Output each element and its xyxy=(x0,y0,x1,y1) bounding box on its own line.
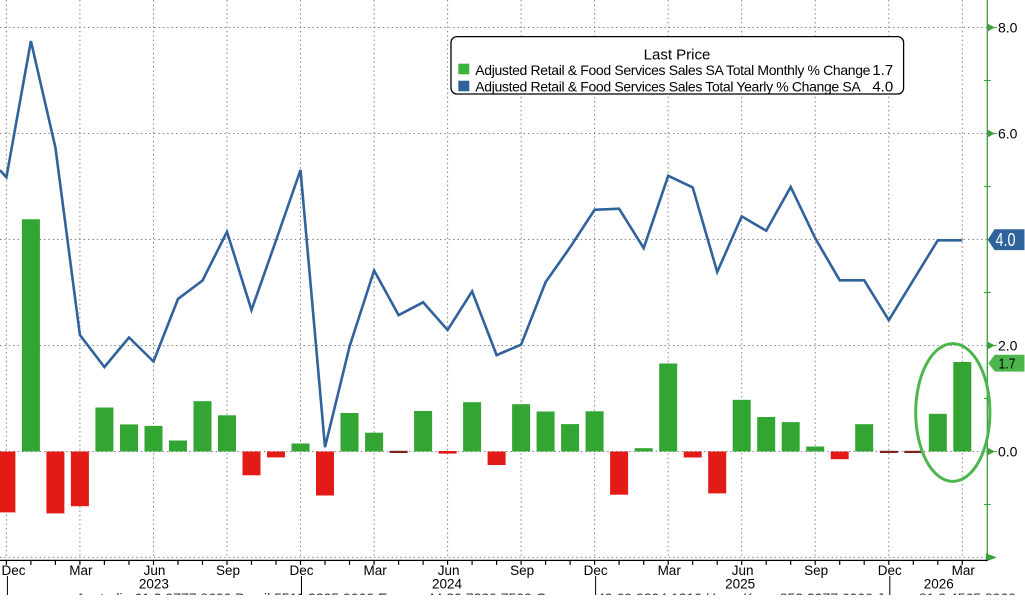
svg-text:Dec: Dec xyxy=(878,563,902,578)
svg-text:Dec: Dec xyxy=(1,563,25,578)
svg-text:Dec: Dec xyxy=(584,563,608,578)
svg-text:Dec: Dec xyxy=(289,563,313,578)
svg-text:Sep: Sep xyxy=(804,563,828,578)
svg-text:Jun: Jun xyxy=(144,563,166,578)
svg-text:Adjusted Retail & Food Service: Adjusted Retail & Food Services Sales To… xyxy=(475,79,861,95)
svg-text:4.0: 4.0 xyxy=(872,79,893,96)
svg-text:Mar: Mar xyxy=(658,563,682,578)
svg-text:Jun: Jun xyxy=(732,563,754,578)
svg-text:Mar: Mar xyxy=(952,563,976,578)
svg-text:Mar: Mar xyxy=(363,563,387,578)
svg-text:2.0: 2.0 xyxy=(998,338,1018,354)
svg-text:2023: 2023 xyxy=(139,577,169,592)
svg-text:Mar: Mar xyxy=(69,563,93,578)
svg-text:1.7: 1.7 xyxy=(872,62,893,79)
svg-text:1.7: 1.7 xyxy=(999,356,1016,373)
svg-text:Last Price: Last Price xyxy=(644,47,711,64)
svg-text:6.0: 6.0 xyxy=(998,126,1018,142)
svg-text:4.0: 4.0 xyxy=(996,230,1016,250)
svg-text:2024: 2024 xyxy=(432,577,463,592)
svg-text:0.0: 0.0 xyxy=(998,444,1018,460)
svg-text:2025: 2025 xyxy=(725,577,755,592)
svg-text:Australia 61 2 9777 8600 Brazi: Australia 61 2 9777 8600 Brazil 5511 239… xyxy=(76,590,1016,595)
svg-text:8.0: 8.0 xyxy=(998,20,1018,36)
svg-text:Jun: Jun xyxy=(438,563,460,578)
svg-text:Sep: Sep xyxy=(510,563,534,578)
svg-text:Adjusted Retail & Food Service: Adjusted Retail & Food Services Sales SA… xyxy=(475,62,870,78)
svg-text:2026: 2026 xyxy=(924,577,954,592)
svg-text:Sep: Sep xyxy=(216,563,240,578)
